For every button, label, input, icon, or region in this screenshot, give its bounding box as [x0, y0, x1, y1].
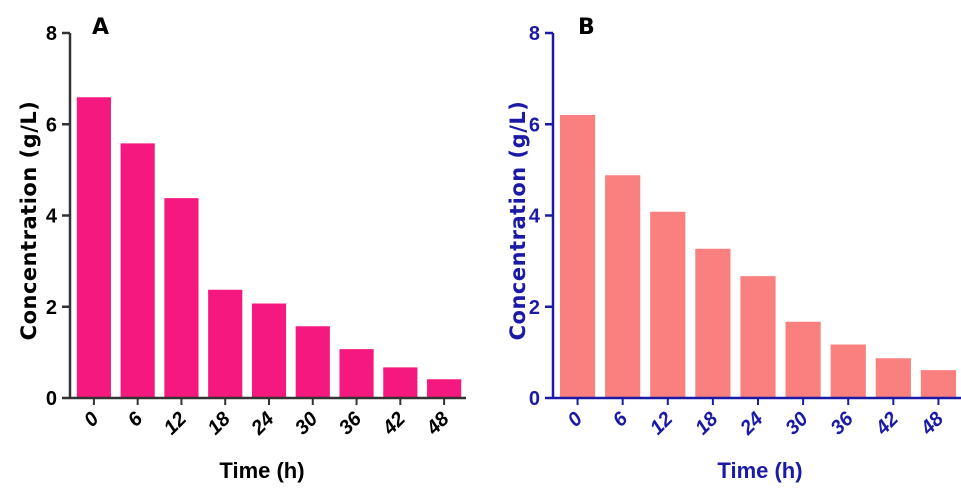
x-tick-label: 42	[378, 408, 410, 440]
error-bar-48	[920, 371, 957, 374]
error-bar-36	[830, 345, 866, 349]
y-tick-label: 6	[529, 114, 540, 136]
bar-36	[339, 352, 374, 398]
error-bar-36	[339, 350, 374, 354]
error-bar-24	[740, 277, 776, 281]
bar-18	[695, 252, 731, 398]
y-tick-label: 2	[529, 297, 540, 319]
x-tick-label: 30	[291, 408, 322, 439]
bar-48	[427, 382, 462, 398]
bar-42	[875, 361, 911, 398]
bar-24	[251, 306, 287, 398]
y-tick-label: 0	[46, 388, 57, 410]
error-bar-30	[295, 327, 330, 331]
y-tick-label: 8	[46, 23, 57, 45]
error-bar-18	[208, 290, 243, 295]
bar-6	[605, 179, 641, 398]
error-bar-0	[76, 98, 111, 103]
x-tick-label: 6	[124, 407, 148, 431]
y-tick-label: 2	[46, 297, 57, 319]
x-axis-title: Time (h)	[219, 458, 304, 483]
panel-label: A	[92, 15, 109, 40]
error-bar-48	[427, 380, 462, 384]
y-tick-label: 4	[46, 206, 58, 228]
y-tick-label: 4	[529, 206, 541, 228]
error-bar-6	[120, 144, 155, 149]
x-tick-label: 36	[335, 407, 367, 439]
bar-36	[830, 347, 866, 398]
bar-30	[785, 325, 821, 398]
x-tick-label: 24	[736, 408, 768, 440]
error-bar-42	[383, 368, 418, 372]
error-bar-30	[785, 322, 821, 326]
x-tick-label: 30	[781, 408, 812, 439]
bar-12	[650, 215, 686, 398]
x-tick-label: 48	[916, 407, 949, 440]
bar-24	[740, 279, 776, 398]
bar-0	[76, 101, 111, 398]
panel-label: B	[578, 15, 595, 40]
bar-42	[383, 370, 418, 398]
x-tick-label: 12	[160, 408, 191, 439]
error-bar-18	[695, 249, 731, 253]
x-tick-label: 0	[564, 408, 587, 431]
y-axis-title: Concentration (g/L)	[17, 101, 41, 341]
x-tick-label: 42	[871, 408, 903, 440]
error-bar-42	[875, 359, 911, 363]
bar-0	[559, 119, 596, 398]
error-bar-12	[164, 199, 199, 203]
x-tick-label: 12	[646, 408, 677, 439]
error-bar-12	[650, 212, 686, 217]
error-bar-0	[559, 116, 596, 121]
x-tick-label: 48	[422, 407, 455, 440]
y-tick-label: 8	[529, 23, 540, 45]
bar-18	[208, 293, 243, 398]
x-axis-title: Time (h)	[717, 458, 802, 483]
y-axis-title: Concentration (g/L)	[506, 101, 530, 341]
error-bar-6	[605, 176, 641, 180]
bar-30	[295, 329, 330, 398]
error-bar-24	[251, 304, 287, 308]
x-tick-label: 6	[609, 407, 633, 431]
y-tick-label: 6	[46, 114, 57, 136]
x-tick-label: 24	[247, 408, 279, 440]
bar-6	[120, 147, 155, 398]
x-tick-label: 18	[203, 407, 235, 439]
bar-48	[920, 372, 957, 398]
bar-12	[164, 201, 199, 398]
x-tick-label: 36	[826, 407, 858, 439]
x-tick-label: 0	[80, 408, 103, 431]
y-tick-label: 0	[529, 388, 540, 410]
x-tick-label: 18	[691, 407, 723, 439]
